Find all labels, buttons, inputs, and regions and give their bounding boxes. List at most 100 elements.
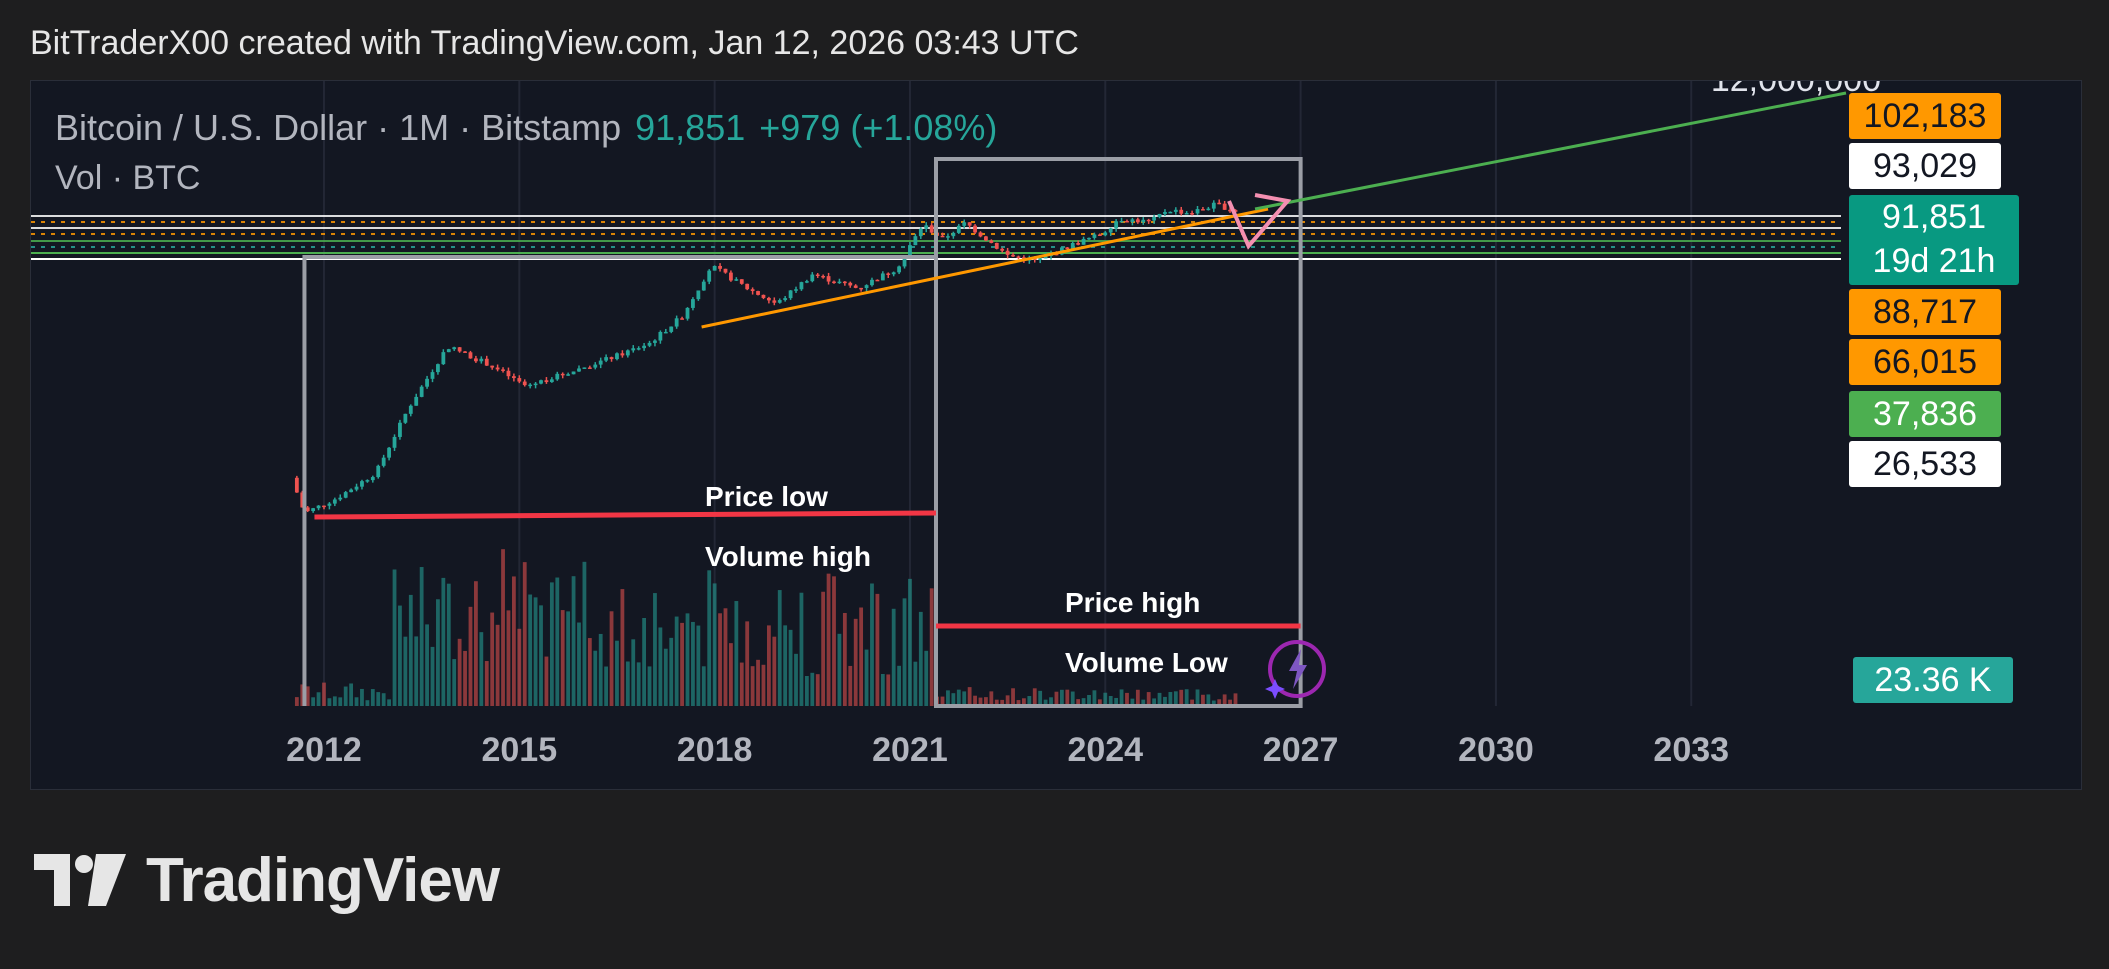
volume-bar	[663, 648, 668, 706]
volume-bar	[360, 688, 364, 706]
volume-bar	[897, 665, 902, 706]
volume-bar	[517, 628, 522, 706]
current-price-tag: 91,851 19d 21h	[1849, 195, 2019, 285]
volume-bar	[729, 643, 733, 706]
volume-bar	[951, 693, 956, 706]
candle	[305, 507, 310, 512]
volume-bar	[956, 689, 961, 706]
volume-bar	[750, 666, 755, 706]
volume-bar	[1038, 690, 1043, 706]
volume-bar	[1201, 694, 1205, 706]
tradingview-logo[interactable]: TradingView	[34, 846, 500, 915]
volume-bar	[1125, 692, 1129, 706]
candle	[902, 255, 907, 267]
volume-bar	[1097, 699, 1102, 706]
candle	[1103, 232, 1108, 236]
candle	[452, 347, 457, 350]
volume-legend[interactable]: Vol · BTC	[55, 159, 201, 197]
candle	[658, 331, 663, 341]
volume-bar	[1049, 697, 1053, 706]
volume-bar	[712, 583, 717, 706]
price-chart[interactable]: 2012 2015 2018 2021 2024 2027 2030 2033	[31, 81, 2081, 789]
candle	[436, 364, 440, 373]
candle	[989, 240, 994, 243]
candle	[1092, 234, 1097, 238]
candle	[604, 357, 609, 361]
candle	[1097, 234, 1102, 236]
price-change: +979 (+1.08%)	[759, 107, 998, 148]
candle	[370, 477, 375, 481]
symbol-legend[interactable]: Bitcoin / U.S. Dollar · 1M · Bitstamp 91,…	[55, 107, 997, 149]
candle	[343, 492, 348, 498]
x-tick-label: 2015	[481, 731, 557, 769]
volume-bar	[501, 549, 505, 706]
candle	[625, 350, 630, 356]
candle	[1000, 248, 1005, 251]
candle	[761, 294, 766, 298]
candle	[1228, 209, 1232, 212]
candle	[853, 285, 858, 288]
candle	[1201, 209, 1205, 211]
volume-bar	[788, 629, 793, 706]
volume-bar	[875, 593, 880, 706]
volume-bar	[1054, 691, 1059, 706]
candle	[766, 297, 771, 301]
volume-bar	[864, 649, 869, 706]
candle	[875, 279, 880, 282]
volume-bar	[913, 661, 918, 706]
volume-bar	[457, 638, 462, 706]
volume-bar	[821, 591, 826, 706]
candle	[501, 369, 505, 371]
candle	[696, 290, 701, 300]
chart-panel[interactable]: 2012 2015 2018 2021 2024 2027 2030 2033 Bitcoin…	[30, 80, 2082, 790]
volume-bar	[1103, 692, 1108, 706]
candle	[1081, 238, 1086, 245]
volume-bar	[1092, 690, 1097, 706]
volume-bar	[642, 617, 646, 706]
volume-bar	[522, 562, 527, 706]
ai-assistant-icon[interactable]	[1261, 633, 1333, 705]
candle	[636, 348, 641, 350]
volume-bar	[772, 636, 777, 706]
volume-bar	[294, 697, 299, 706]
price-tag-66015: 66,015	[1849, 339, 2001, 385]
price-tag-37836: 37,836	[1849, 391, 2001, 437]
volume-bar	[1173, 691, 1178, 706]
candle	[549, 379, 554, 383]
volume-bar	[924, 650, 929, 706]
volume-bar	[1087, 694, 1091, 706]
volume-bar	[1027, 696, 1032, 706]
candle	[468, 352, 473, 359]
volume-bar	[495, 624, 500, 706]
candle	[403, 413, 408, 423]
volume-bar	[365, 700, 370, 706]
volume-bar	[593, 650, 598, 706]
volume-bar	[973, 695, 977, 706]
candle	[457, 347, 462, 352]
candle	[1070, 242, 1075, 250]
candle	[1211, 202, 1216, 209]
x-tick-label: 2024	[1067, 731, 1143, 769]
volume-bar	[446, 583, 451, 706]
volume-bar	[609, 611, 614, 706]
candle	[615, 353, 619, 360]
candle	[490, 365, 495, 368]
volume-bar	[962, 691, 967, 706]
current-price: 91,851	[1882, 198, 1986, 236]
volume-bar	[1070, 691, 1075, 706]
volume-bar	[685, 613, 690, 706]
candle	[859, 287, 864, 290]
volume-bar	[669, 637, 674, 706]
candle	[913, 236, 918, 246]
candle	[555, 373, 560, 380]
candle	[842, 281, 847, 284]
volume-bar	[555, 577, 560, 706]
volume-bar	[343, 686, 348, 706]
candle	[745, 283, 750, 290]
volume-bar	[946, 690, 950, 706]
volume-bar	[1000, 699, 1005, 706]
candle	[1135, 219, 1140, 223]
candle	[815, 274, 820, 277]
candle	[832, 281, 836, 284]
tradingview-logo-icon	[34, 854, 126, 906]
